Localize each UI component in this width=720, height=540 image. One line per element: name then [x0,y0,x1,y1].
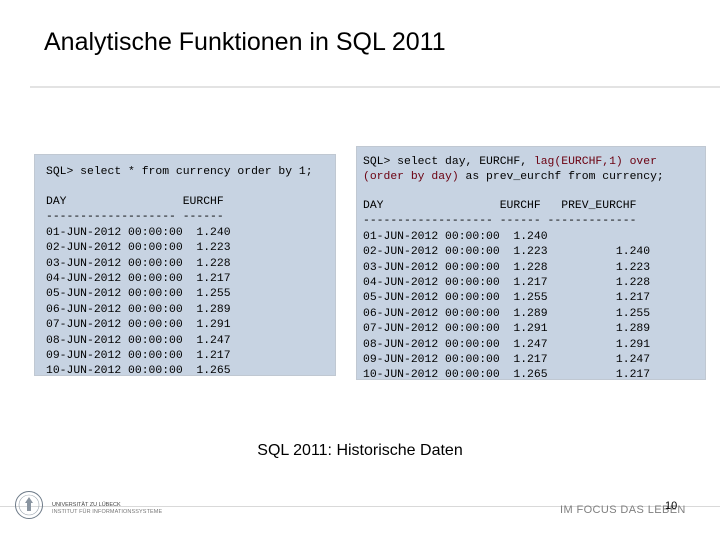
right-result: DAY EURCHF PREV_EURCHF -----------------… [363,199,650,384]
table-row: 05-JUN-2012 00:00:00 1.255 [46,288,231,301]
slide-title: Analytische Funktionen in SQL 2011 [44,28,446,56]
right-result-header: DAY EURCHF PREV_EURCHF [363,200,637,212]
table-row: 06-JUN-2012 00:00:00 1.289 [46,303,231,316]
university-name: UNIVERSITÄT ZU LÜBECK INSTITUT FÜR INFOR… [52,502,162,515]
table-row: 02-JUN-2012 00:00:00 1.223 1.240 [363,246,651,259]
table-row: 02-JUN-2012 00:00:00 1.223 [46,242,231,255]
query-text: SQL> select day, EURCHF, [363,156,534,168]
table-row: 05-JUN-2012 00:00:00 1.255 1.217 [363,292,651,305]
table-row: 09-JUN-2012 00:00:00 1.217 1.247 [363,354,651,367]
table-row: 07-JUN-2012 00:00:00 1.291 [46,319,231,332]
left-result-separator: ------------------- ------ [46,211,224,224]
left-sql-panel: SQL> select * from currency order by 1; … [34,154,336,377]
query-text: as prev_eurchf from currency; [458,171,664,184]
table-row: 04-JUN-2012 00:00:00 1.217 1.228 [363,277,651,290]
university-seal-icon [15,491,43,519]
table-row: 08-JUN-2012 00:00:00 1.247 [46,334,231,347]
table-row: 04-JUN-2012 00:00:00 1.217 [46,273,231,286]
table-row: 01-JUN-2012 00:00:00 1.240 [363,230,548,243]
university-line2: INSTITUT FÜR INFORMATIONSSYSTEME [52,508,163,515]
table-row: 08-JUN-2012 00:00:00 1.247 1.291 [363,338,651,351]
slide-caption: SQL 2011: Historische Daten [257,442,463,459]
table-row: 01-JUN-2012 00:00:00 1.240 [46,226,231,239]
query-keyword: (order by day) [363,171,459,184]
footer-divider [0,506,720,507]
title-divider [30,86,720,88]
right-result-separator: ------------------- ------ ------------- [363,215,637,228]
left-query: SQL> select * from currency order by 1; [46,166,313,178]
table-row: 03-JUN-2012 00:00:00 1.228 1.223 [363,261,651,274]
right-sql-panel: SQL> select day, EURCHF, lag(EURCHF,1) o… [356,146,706,381]
page-number: 10 [665,500,678,512]
table-row: 03-JUN-2012 00:00:00 1.228 [46,257,231,270]
table-row: 07-JUN-2012 00:00:00 1.291 1.289 [363,323,651,336]
table-row: 10-JUN-2012 00:00:00 1.265 1.217 [363,369,651,382]
table-row: 10-JUN-2012 00:00:00 1.265 [46,365,231,378]
right-query: SQL> select day, EURCHF, lag(EURCHF,1) o… [363,155,664,186]
university-line1: UNIVERSITÄT ZU LÜBECK [52,502,121,508]
left-result-header: DAY EURCHF [46,196,224,208]
table-row: 06-JUN-2012 00:00:00 1.289 1.255 [363,307,651,320]
query-keyword: lag(EURCHF,1) over [533,156,657,168]
university-motto: IM FOCUS DAS LEBEN [560,504,686,516]
left-result: DAY EURCHF ------------------- ------ 01… [46,195,231,380]
table-row: 09-JUN-2012 00:00:00 1.217 [46,350,231,363]
